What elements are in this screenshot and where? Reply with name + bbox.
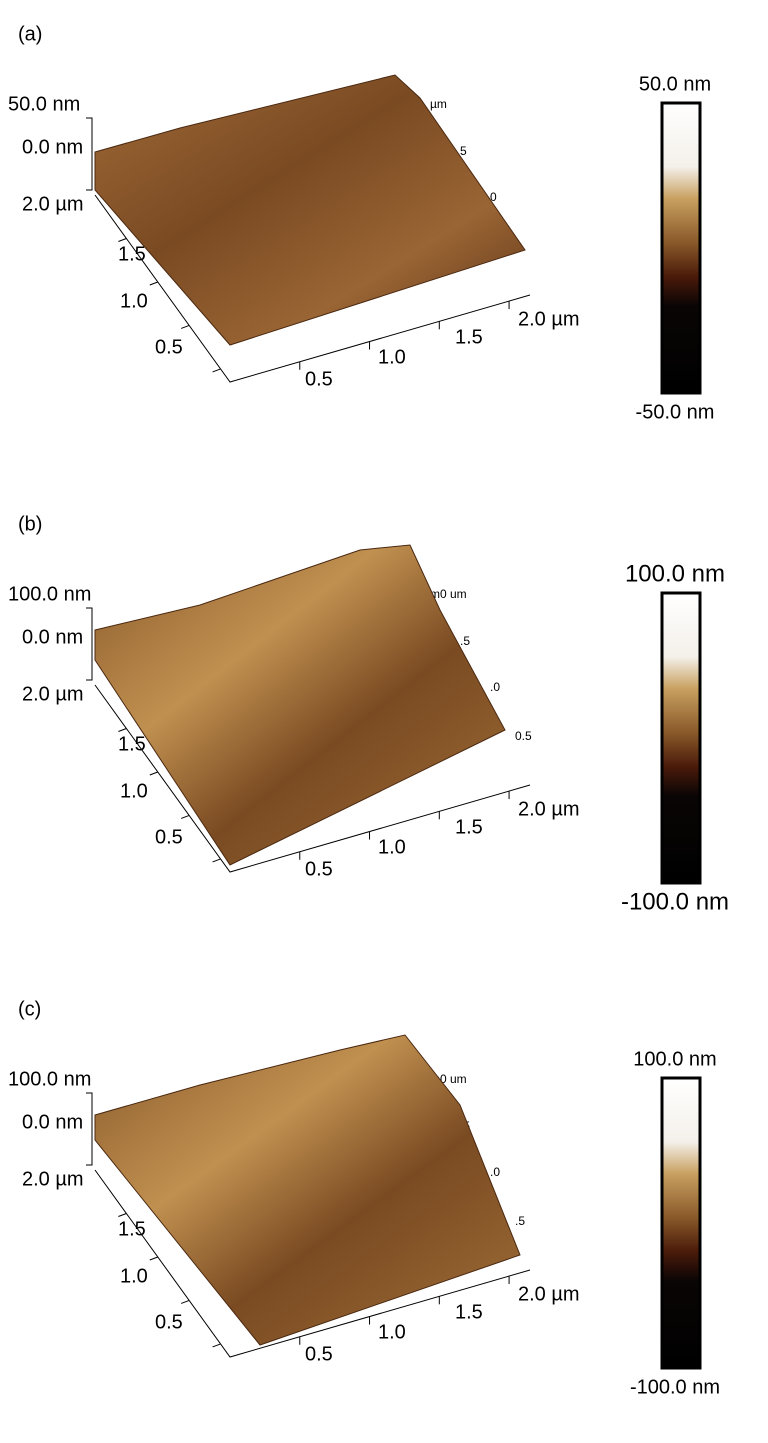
colorbar-min: -100.0 nm <box>621 888 729 915</box>
back-tick-label: m0 um <box>430 587 467 601</box>
x-tick-label: 1.0 <box>378 346 406 368</box>
axes <box>94 1169 531 1358</box>
colorbar <box>660 101 702 395</box>
x-tick-label: 0.5 <box>305 858 333 880</box>
colorbar-max: 100.0 nm <box>633 1048 716 1070</box>
x-tick-label: 1.5 <box>455 326 483 348</box>
z-scale-label: 50.0 nm <box>8 93 80 115</box>
surface-image <box>94 544 506 866</box>
x-tick-label: 2.0 µm <box>518 798 580 820</box>
z-bracket <box>86 117 93 191</box>
y-tick-label: 0.5 <box>155 826 183 848</box>
y-tick-label: 1.0 <box>120 780 148 802</box>
x-tick-label: 1.0 <box>378 1321 406 1343</box>
y-tick-label: 2.0 µm <box>22 193 84 215</box>
z-bracket <box>86 607 93 681</box>
back-tick-label: .0 <box>490 1165 500 1179</box>
y-tick-label: 1.5 <box>118 243 146 265</box>
surface-image <box>94 74 526 346</box>
y-tick-label: 1.5 <box>118 1218 146 1240</box>
x-tick-label: 1.5 <box>455 816 483 838</box>
tick-mark <box>181 1299 190 1304</box>
x-tick-label: 1.5 <box>455 1301 483 1323</box>
back-tick-label: .5 <box>460 634 470 648</box>
y-tick-label: 1.5 <box>118 733 146 755</box>
tick-mark <box>118 728 127 732</box>
tick-mark <box>212 858 221 863</box>
tick-mark <box>118 1213 127 1217</box>
z-scale-label: 100.0 nm <box>8 583 91 605</box>
tick-mark <box>149 1256 158 1261</box>
colorbar-min: -100.0 nm <box>630 1376 720 1398</box>
axes <box>94 684 531 873</box>
panel: (b) m0 um .5 .0 0.5 100.0 nm 0.0 nm 2.0 µm 1.5 1.… <box>8 513 729 915</box>
colorbar-min: -50.0 nm <box>636 401 715 423</box>
z-zero-label: 0.0 nm <box>22 136 83 158</box>
colorbar-max: 100.0 nm <box>625 560 725 587</box>
tick-mark <box>212 1343 221 1348</box>
z-scale-label: 100.0 nm <box>8 1068 91 1090</box>
x-tick-label: 0.5 <box>305 368 333 390</box>
y-tick-label: 2.0 µm <box>22 1168 84 1190</box>
y-tick-label: 2.0 µm <box>22 683 84 705</box>
x-tick-label: 0.5 <box>305 1343 333 1365</box>
back-tick-label: .0 <box>490 680 500 694</box>
x-tick-label: 2.0 µm <box>518 308 580 330</box>
tick-mark <box>181 324 190 329</box>
colorbar <box>660 1076 702 1370</box>
tick-mark <box>149 281 158 286</box>
tick-mark <box>149 771 158 776</box>
tick-mark <box>118 238 127 242</box>
z-bracket <box>86 1092 93 1166</box>
panel-label: (c) <box>18 998 41 1020</box>
x-tick-label: 1.0 <box>378 836 406 858</box>
z-zero-label: 0.0 nm <box>22 626 83 648</box>
y-tick-label: 0.5 <box>155 336 183 358</box>
back-tick-label: µm <box>430 97 447 111</box>
y-tick-label: 1.0 <box>120 290 148 312</box>
z-zero-label: 0.0 nm <box>22 1111 83 1133</box>
back-tick-label: .5 <box>515 1214 525 1228</box>
back-tick-label: 0 <box>490 190 497 204</box>
tick-mark <box>212 368 221 373</box>
back-tick-label: 0.5 <box>515 729 532 743</box>
surface-image <box>94 1034 521 1346</box>
x-tick-label: 2.0 µm <box>518 1283 580 1305</box>
panel-label: (a) <box>18 23 42 45</box>
tick-mark <box>181 814 190 819</box>
panel: (a) µm 5 0 50.0 nm 0.0 nm 2.0 µm 1.5 1.0 0.5 0.5 1.… <box>8 23 714 423</box>
colorbar <box>660 591 702 885</box>
y-tick-label: 1.0 <box>120 1265 148 1287</box>
colorbar-max: 50.0 nm <box>639 73 711 95</box>
y-tick-label: 0.5 <box>155 1311 183 1333</box>
back-tick-label: 5 <box>460 144 467 158</box>
panel-label: (b) <box>18 513 42 535</box>
axes <box>94 194 531 383</box>
